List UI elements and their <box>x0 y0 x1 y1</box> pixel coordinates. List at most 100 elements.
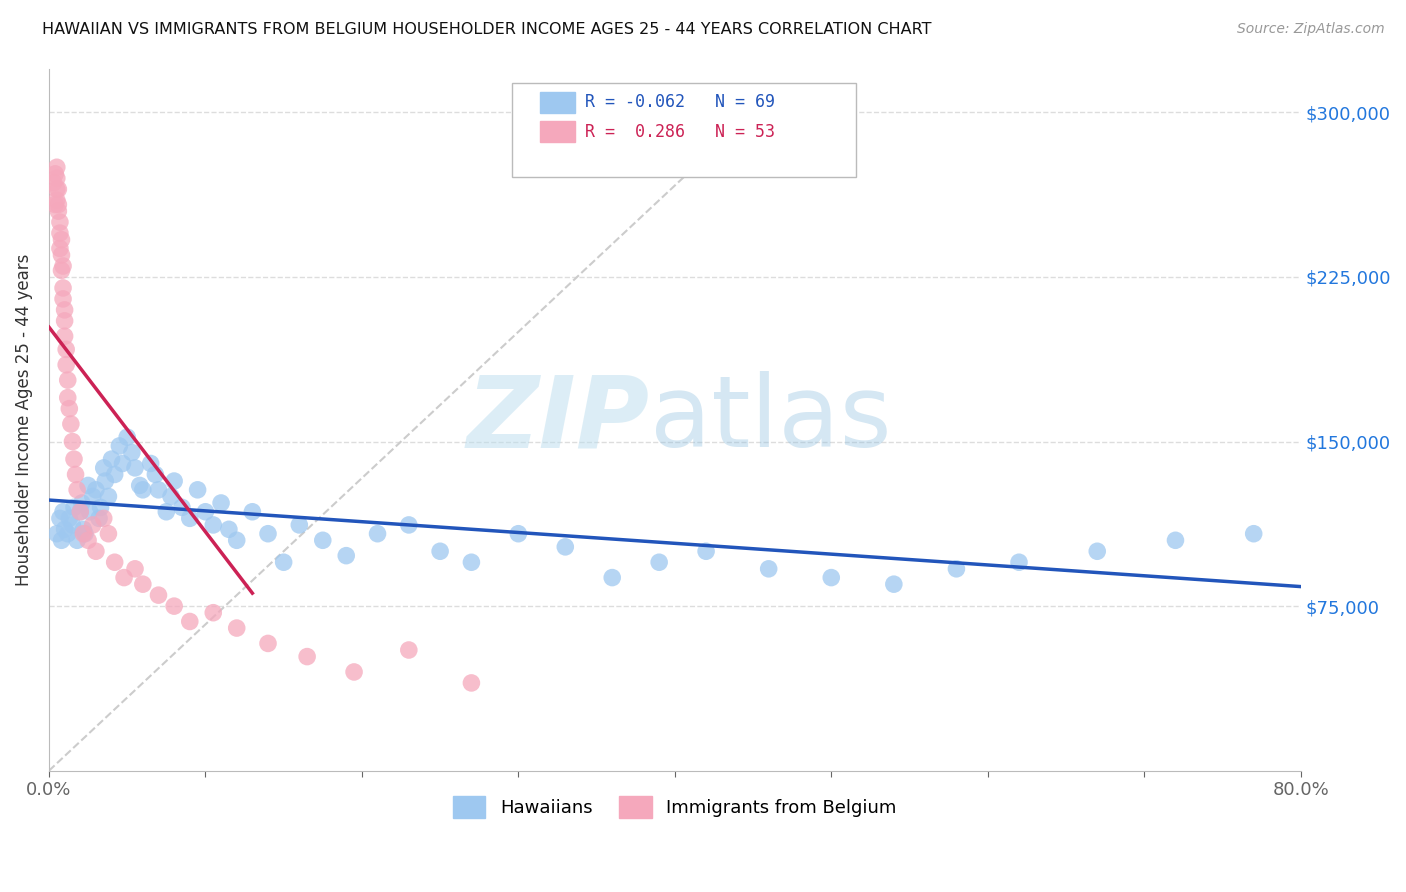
Text: atlas: atlas <box>650 371 891 468</box>
Point <box>179 615 201 629</box>
Bar <box>540 121 575 142</box>
Point <box>48 204 70 219</box>
Point <box>42 176 65 190</box>
FancyBboxPatch shape <box>512 83 856 178</box>
Point <box>945 562 967 576</box>
Point <box>225 533 247 548</box>
Point <box>460 555 482 569</box>
Point <box>883 577 905 591</box>
Point <box>1008 555 1031 569</box>
Point <box>148 588 170 602</box>
Point <box>1085 544 1108 558</box>
Point <box>288 517 311 532</box>
Point <box>367 526 389 541</box>
Point <box>62 517 84 532</box>
Point <box>44 197 66 211</box>
Point <box>53 329 76 343</box>
Point <box>124 562 146 576</box>
Point <box>48 182 70 196</box>
Point <box>104 555 127 569</box>
Point <box>62 434 84 449</box>
Point <box>59 417 82 431</box>
Point <box>1243 526 1265 541</box>
Point <box>77 533 100 548</box>
Point <box>257 526 280 541</box>
Point <box>218 522 240 536</box>
Y-axis label: Householder Income Ages 25 - 44 years: Householder Income Ages 25 - 44 years <box>15 253 32 586</box>
Text: HAWAIIAN VS IMMIGRANTS FROM BELGIUM HOUSEHOLDER INCOME AGES 25 - 44 YEARS CORREL: HAWAIIAN VS IMMIGRANTS FROM BELGIUM HOUS… <box>42 22 932 37</box>
Point <box>94 474 117 488</box>
Point <box>51 533 73 548</box>
Point <box>97 526 120 541</box>
Point <box>1164 533 1187 548</box>
Point <box>398 517 420 532</box>
Point <box>82 490 104 504</box>
Point <box>56 373 79 387</box>
Point <box>53 522 76 536</box>
Bar <box>540 92 575 112</box>
Text: R =  0.286   N = 53: R = 0.286 N = 53 <box>585 123 775 141</box>
Point <box>70 496 93 510</box>
Point <box>508 526 530 541</box>
Point <box>104 467 127 482</box>
Point <box>170 500 193 515</box>
Point <box>65 467 87 482</box>
Point <box>429 544 451 558</box>
Point <box>554 540 576 554</box>
Point <box>820 571 842 585</box>
Point <box>187 483 209 497</box>
Point <box>53 314 76 328</box>
Point <box>93 511 115 525</box>
Point <box>225 621 247 635</box>
Point <box>44 167 66 181</box>
Point <box>82 517 104 532</box>
Point <box>63 500 86 515</box>
Point <box>49 226 72 240</box>
Point <box>73 526 96 541</box>
Point <box>69 505 91 519</box>
Point <box>93 461 115 475</box>
Point <box>758 562 780 576</box>
Point <box>51 248 73 262</box>
Point <box>84 544 107 558</box>
Text: R = -0.062   N = 69: R = -0.062 N = 69 <box>585 94 775 112</box>
Point <box>273 555 295 569</box>
Point <box>52 292 75 306</box>
Point <box>295 649 318 664</box>
Point <box>87 511 110 525</box>
Point <box>45 193 67 207</box>
Point <box>58 401 80 416</box>
Text: ZIP: ZIP <box>467 371 650 468</box>
Point <box>163 474 186 488</box>
Point <box>194 505 217 519</box>
Point <box>63 452 86 467</box>
Point <box>124 461 146 475</box>
Point <box>695 544 717 558</box>
Point <box>52 259 75 273</box>
Point <box>90 500 112 515</box>
Point <box>45 171 67 186</box>
Point <box>45 526 67 541</box>
Point <box>66 483 89 497</box>
Point <box>139 457 162 471</box>
Point <box>240 505 263 519</box>
Point <box>97 490 120 504</box>
Point <box>600 571 623 585</box>
Point <box>55 343 77 357</box>
Point <box>58 511 80 525</box>
Point <box>55 358 77 372</box>
Point <box>100 452 122 467</box>
Legend: Hawaiians, Immigrants from Belgium: Hawaiians, Immigrants from Belgium <box>446 789 904 825</box>
Point <box>52 281 75 295</box>
Point <box>648 555 671 569</box>
Point <box>145 467 167 482</box>
Point <box>79 505 101 519</box>
Point <box>335 549 357 563</box>
Point <box>77 478 100 492</box>
Point <box>128 478 150 492</box>
Point <box>111 457 134 471</box>
Point <box>121 445 143 459</box>
Point <box>69 505 91 519</box>
Point <box>209 496 232 510</box>
Point <box>132 483 155 497</box>
